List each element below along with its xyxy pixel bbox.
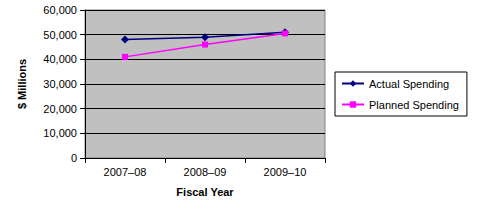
svg-text:50,000: 50,000 (43, 29, 77, 41)
svg-text:2009–10: 2009–10 (264, 166, 307, 178)
svg-text:0: 0 (71, 152, 77, 164)
svg-text:Actual Spending: Actual Spending (369, 78, 449, 90)
svg-text:30,000: 30,000 (43, 78, 77, 90)
svg-text:60,000: 60,000 (43, 4, 77, 16)
svg-text:40,000: 40,000 (43, 53, 77, 65)
svg-text:Planned Spending: Planned Spending (369, 99, 459, 111)
svg-text:2008–09: 2008–09 (184, 166, 227, 178)
svg-text:10,000: 10,000 (43, 127, 77, 139)
svg-text:Fiscal Year: Fiscal Year (176, 186, 234, 198)
svg-text:20,000: 20,000 (43, 103, 77, 115)
svg-text:2007–08: 2007–08 (104, 166, 147, 178)
svg-text:$ Millions: $ Millions (16, 59, 28, 109)
